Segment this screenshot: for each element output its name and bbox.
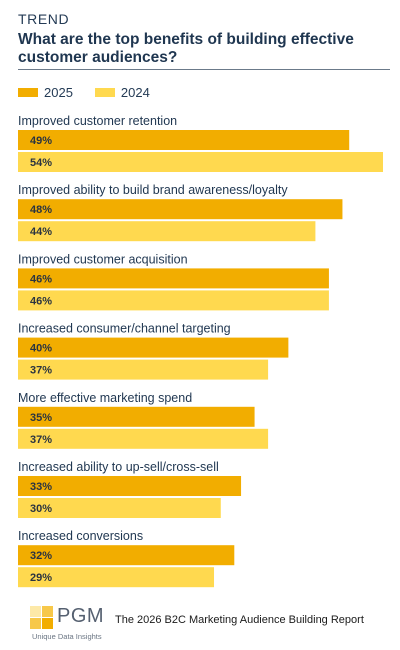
category-label: Improved customer acquisition (18, 252, 188, 266)
bar-2024 (18, 359, 269, 380)
pgm-logo: PGM Unique Data Insights (30, 604, 150, 644)
category-label: More effective marketing spend (18, 391, 192, 405)
value-label-2025: 33% (30, 481, 52, 493)
value-label-2025: 49% (30, 135, 52, 147)
title-divider (18, 69, 390, 70)
bar-2024 (18, 221, 316, 242)
value-label-2024: 54% (30, 157, 52, 169)
category-label: Improved ability to build brand awarenes… (18, 183, 288, 197)
chart-title: What are the top benefits of building ef… (18, 31, 354, 66)
bar-chart: Improved customer retention 49% 54% Improve… (18, 114, 383, 588)
bar-2025 (18, 476, 242, 496)
value-label-2024: 44% (30, 226, 52, 238)
value-label-2024: 37% (30, 434, 52, 446)
bar-2024 (18, 567, 215, 588)
bar-2025 (18, 268, 329, 289)
legend-item-2025: 2025 (18, 85, 73, 100)
value-label-2025: 32% (30, 550, 52, 562)
bar-2025 (18, 545, 235, 566)
value-label-2025: 40% (30, 343, 52, 355)
bar-2024 (18, 152, 383, 172)
category-label: Increased consumer/channel targeting (18, 322, 231, 336)
legend-swatch-2024 (94, 88, 115, 97)
legend: 2025 2024 (18, 85, 172, 100)
value-label-2025: 46% (30, 273, 52, 285)
bar-2025 (18, 130, 350, 150)
value-label-2024: 46% (30, 295, 52, 307)
bar-2025 (18, 406, 255, 427)
legend-swatch-2025 (18, 88, 38, 97)
logo-text: PGM (57, 605, 105, 627)
logo-mark-icon (30, 606, 54, 630)
value-label-2024: 37% (30, 365, 52, 377)
value-label-2024: 30% (30, 503, 52, 515)
category-label: Improved customer retention (18, 114, 177, 128)
kicker-label: TREND (18, 11, 70, 27)
bar-2025 (18, 337, 289, 358)
legend-item-2024: 2024 (94, 85, 150, 100)
legend-label-2024: 2024 (120, 85, 150, 100)
footer: PGM Unique Data Insights The 2026 B2C Ma… (0, 600, 400, 645)
category-label: Increased ability to up-sell/cross-sell (18, 460, 219, 474)
legend-label-2025: 2025 (44, 85, 73, 100)
bar-2024 (18, 290, 329, 311)
bar-2024 (18, 498, 221, 518)
logo-tagline: Unique Data Insights (32, 632, 102, 641)
bar-2025 (18, 199, 343, 220)
value-label-2025: 48% (30, 204, 52, 216)
report-title: The 2026 B2C Marketing Audience Building… (115, 614, 364, 626)
bar-2024 (18, 428, 269, 449)
category-label: Increased conversions (18, 529, 143, 543)
value-label-2025: 35% (30, 412, 52, 424)
value-label-2024: 29% (30, 572, 52, 584)
